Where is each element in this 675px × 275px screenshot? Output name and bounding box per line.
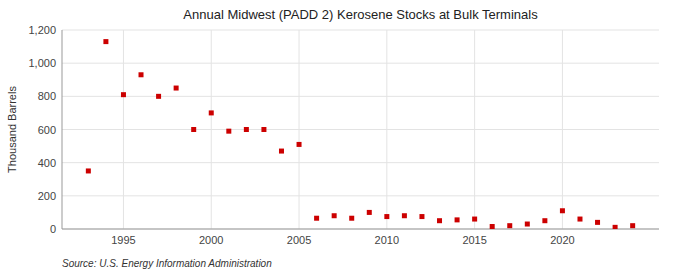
- x-axis-line: [62, 229, 659, 230]
- point: [595, 220, 600, 225]
- y-axis-line: [62, 30, 63, 229]
- point: [103, 39, 108, 44]
- point: [525, 222, 530, 227]
- x-tick-label: 2010: [375, 234, 399, 246]
- point: [314, 216, 319, 221]
- point: [542, 218, 547, 223]
- point: [455, 217, 460, 222]
- point: [613, 225, 618, 229]
- point: [121, 92, 126, 97]
- point: [560, 208, 565, 213]
- x-grid-line: [211, 30, 212, 229]
- chart: Annual Midwest (PADD 2) Kerosene Stocks …: [0, 0, 675, 275]
- point: [577, 217, 582, 222]
- point: [174, 86, 179, 91]
- y-tick-label: 200: [38, 190, 56, 202]
- point: [472, 217, 477, 222]
- y-grid-line: [62, 63, 659, 64]
- y-grid-line: [62, 229, 659, 230]
- point: [209, 110, 214, 115]
- point: [244, 127, 249, 132]
- y-grid-line: [62, 30, 659, 31]
- point: [419, 214, 424, 219]
- point: [437, 218, 442, 223]
- y-grid-line: [62, 162, 659, 163]
- point: [86, 168, 91, 173]
- x-tick-label: 2000: [199, 234, 223, 246]
- point: [630, 223, 635, 228]
- y-tick-label: 600: [38, 124, 56, 136]
- y-grid-line: [62, 195, 659, 196]
- point: [156, 94, 161, 99]
- point: [402, 213, 407, 218]
- point: [490, 224, 495, 229]
- y-tick-label: 0: [50, 223, 56, 235]
- y-tick-label: 1,000: [28, 57, 56, 69]
- x-grid-line: [299, 30, 300, 229]
- point: [332, 213, 337, 218]
- point: [139, 72, 144, 77]
- y-grid-line: [62, 129, 659, 130]
- y-tick-label: 1,200: [28, 24, 56, 36]
- point: [349, 216, 354, 221]
- y-grid-line: [62, 96, 659, 97]
- point: [279, 149, 284, 154]
- axes: 0 200 400 600 800 1,000 1,200 1995 2000 2005 2010 2…: [28, 24, 659, 246]
- grid: [62, 30, 659, 229]
- x-grid-line: [123, 30, 124, 229]
- x-tick-label: 2015: [462, 234, 486, 246]
- x-grid-line: [474, 30, 475, 229]
- x-tick-label: 1995: [111, 234, 135, 246]
- x-grid-line: [386, 30, 387, 229]
- x-tick-label: 2005: [287, 234, 311, 246]
- point: [191, 127, 196, 132]
- title: Annual Midwest (PADD 2) Kerosene Stocks …: [183, 7, 538, 22]
- point: [261, 127, 266, 132]
- y-tick-label: 800: [38, 90, 56, 102]
- points: [86, 39, 635, 229]
- source-note: Source: U.S. Energy Information Administ…: [62, 258, 272, 269]
- point: [507, 223, 512, 228]
- point: [367, 210, 372, 215]
- y-tick-label: 400: [38, 157, 56, 169]
- x-grid-line: [562, 30, 563, 229]
- point: [226, 129, 231, 134]
- y-axis-label: Thousand Barrels: [6, 86, 18, 173]
- point: [297, 142, 302, 147]
- x-tick-label: 2020: [550, 234, 574, 246]
- point: [384, 214, 389, 219]
